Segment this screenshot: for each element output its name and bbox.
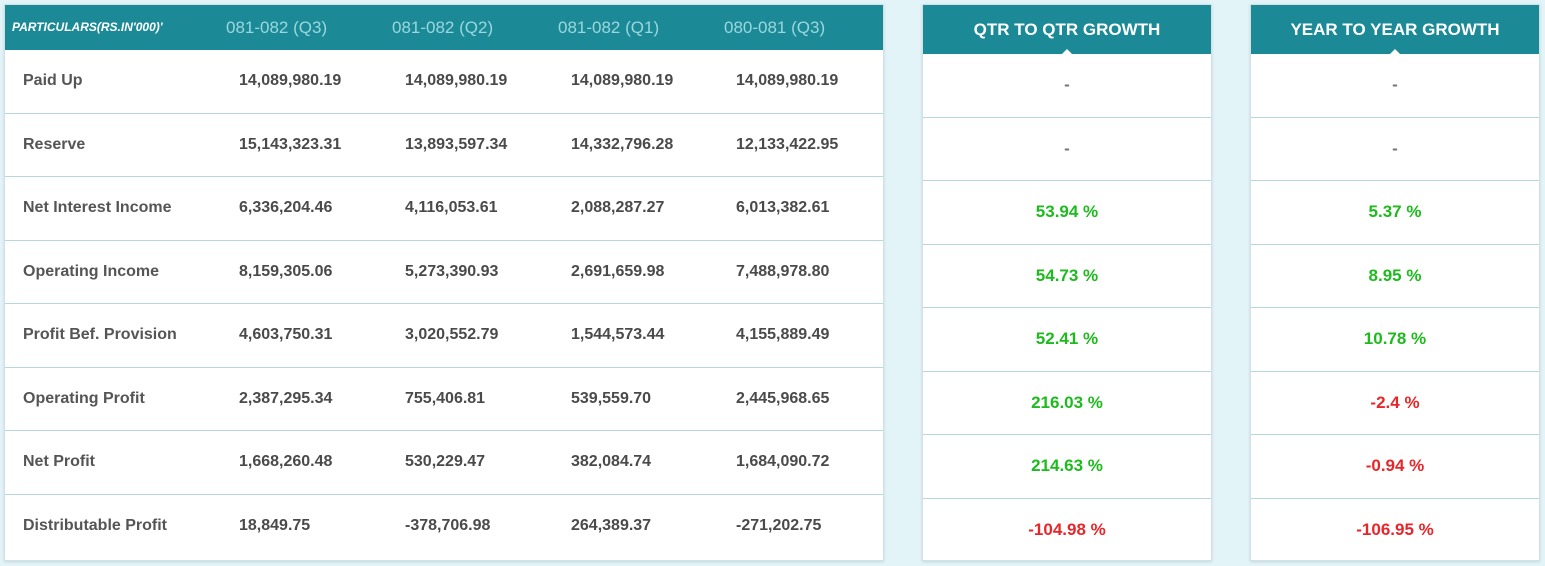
row-value: -378,706.98 xyxy=(405,516,491,534)
qtr-growth-row: 52.41 % xyxy=(923,308,1211,372)
yoy-growth-row: 8.95 % xyxy=(1251,245,1539,308)
qtr-growth-row: 54.73 % xyxy=(923,245,1211,308)
yoy-growth-value: 10.78 % xyxy=(1363,329,1427,348)
period-header: 081-082 (Q3) xyxy=(226,18,328,37)
row-label: Profit Bef. Provision xyxy=(23,326,177,343)
row-value: 2,387,295.34 xyxy=(239,389,333,407)
qtr-growth-value: 53.94 % xyxy=(1035,202,1099,221)
yoy-growth-value: -106.95 % xyxy=(1356,519,1434,539)
row-label: Reserve xyxy=(23,135,86,153)
yoy-growth-value: -0.94 % xyxy=(1365,456,1425,475)
yoy-growth-value: - xyxy=(1392,75,1398,94)
qtr-growth-row: - xyxy=(923,118,1211,181)
row-value: 14,089,980.19 xyxy=(405,72,508,89)
row-label: Net Interest Income xyxy=(23,199,172,216)
row-value: 1,668,260.48 xyxy=(239,453,333,470)
period-header: 080-081 (Q3) xyxy=(724,18,826,37)
row-value: 3,020,552.79 xyxy=(405,326,499,343)
period-header: 081-082 (Q2) xyxy=(392,18,494,37)
qtr-growth-table: QTR TO QTR GROWTH - - 53.94 % 54.73 % 52.41 … xyxy=(922,4,1212,561)
row-value: 2,088,287.27 xyxy=(571,199,665,216)
row-label: Operating Income xyxy=(23,262,160,280)
table-row: Net Profit 1,668,260.48 530,229.47 382,084.… xyxy=(5,431,883,495)
qtr-growth-value: 216.03 % xyxy=(1031,392,1103,412)
row-value: 14,089,980.19 xyxy=(736,72,839,89)
yoy-growth-row: -0.94 % xyxy=(1251,435,1539,499)
yoy-growth-row: 5.37 % xyxy=(1251,181,1539,245)
table-row: Distributable Profit 18,849.75 -378,706.98… xyxy=(5,495,883,559)
yoy-growth-row: -106.95 % xyxy=(1251,499,1539,561)
qtr-growth-row: - xyxy=(923,54,1211,118)
yoy-growth-value: 5.37 % xyxy=(1368,202,1422,221)
row-value: -271,202.75 xyxy=(736,516,822,534)
yoy-growth-value: -2.4 % xyxy=(1370,392,1420,412)
yoy-growth-row: - xyxy=(1251,54,1539,118)
table-row: Operating Profit 2,387,295.34 755,406.81 53… xyxy=(5,368,883,431)
row-label: Operating Profit xyxy=(23,389,145,407)
row-value: 4,116,053.61 xyxy=(405,199,498,216)
row-value: 755,406.81 xyxy=(405,389,486,407)
header-pointer-icon xyxy=(1389,49,1401,55)
yoy-growth-title: YEAR TO YEAR GROWTH xyxy=(1290,20,1500,39)
row-value: 1,684,090.72 xyxy=(736,453,830,470)
row-value: 5,273,390.93 xyxy=(405,262,499,280)
table-row: Reserve 15,143,323.31 13,893,597.34 14,332,… xyxy=(5,114,883,177)
qtr-growth-row: 216.03 % xyxy=(923,372,1211,435)
qtr-growth-row: 53.94 % xyxy=(923,181,1211,245)
qtr-growth-value: 52.41 % xyxy=(1035,329,1099,348)
qtr-growth-header: QTR TO QTR GROWTH xyxy=(923,5,1211,55)
row-value: 530,229.47 xyxy=(405,453,486,470)
row-label: Net Profit xyxy=(23,453,95,470)
yoy-growth-row: 10.78 % xyxy=(1251,308,1539,372)
yoy-growth-row: -2.4 % xyxy=(1251,372,1539,435)
table-row: Profit Bef. Provision 4,603,750.31 3,020,5… xyxy=(5,304,883,368)
qtr-growth-value: 214.63 % xyxy=(1031,456,1103,475)
row-value: 2,691,659.98 xyxy=(571,262,665,280)
row-value: 8,159,305.06 xyxy=(239,262,333,280)
qtr-growth-row: 214.63 % xyxy=(923,435,1211,499)
row-value: 539,559.70 xyxy=(571,389,652,407)
row-value: 7,488,978.80 xyxy=(736,262,830,280)
header-pointer-icon xyxy=(1061,49,1073,55)
row-value: 13,893,597.34 xyxy=(405,135,508,153)
row-value: 14,089,980.19 xyxy=(239,72,342,89)
table-header: PARTICULARS(RS.IN'000)' 081-082 (Q3) 081… xyxy=(5,5,883,50)
row-value: 14,332,796.28 xyxy=(571,135,674,153)
yoy-growth-value: 8.95 % xyxy=(1368,265,1422,285)
period-header: 081-082 (Q1) xyxy=(558,18,660,37)
yoy-growth-value: - xyxy=(1392,138,1398,158)
row-value: 14,089,980.19 xyxy=(571,72,674,89)
row-label: Paid Up xyxy=(23,72,83,89)
row-value: 6,013,382.61 xyxy=(736,199,830,216)
financials-table: PARTICULARS(RS.IN'000)' 081-082 (Q3) 081… xyxy=(4,4,884,561)
qtr-growth-value: -104.98 % xyxy=(1028,519,1106,539)
qtr-growth-title: QTR TO QTR GROWTH xyxy=(973,20,1161,39)
row-value: 2,445,968.65 xyxy=(736,389,830,407)
qtr-growth-row: -104.98 % xyxy=(923,499,1211,561)
yoy-growth-header: YEAR TO YEAR GROWTH xyxy=(1251,5,1539,55)
table-row: Operating Income 8,159,305.06 5,273,390.93… xyxy=(5,241,883,304)
yoy-growth-row: - xyxy=(1251,118,1539,181)
row-value: 12,133,422.95 xyxy=(736,135,839,153)
row-label: Distributable Profit xyxy=(23,516,168,534)
qtr-growth-value: - xyxy=(1064,75,1070,94)
row-value: 4,155,889.49 xyxy=(736,326,830,343)
qtr-growth-value: 54.73 % xyxy=(1035,265,1099,285)
row-value: 15,143,323.31 xyxy=(239,135,342,153)
row-value: 382,084.74 xyxy=(571,453,652,470)
row-value: 264,389.37 xyxy=(571,516,652,534)
particulars-header: PARTICULARS(RS.IN'000)' xyxy=(12,20,163,34)
row-value: 4,603,750.31 xyxy=(239,326,333,343)
row-value: 6,336,204.46 xyxy=(239,199,333,216)
row-value: 1,544,573.44 xyxy=(571,326,665,343)
yoy-growth-table: YEAR TO YEAR GROWTH - - 5.37 % 8.95 % 10.78 … xyxy=(1250,4,1540,561)
table-row: Net Interest Income 6,336,204.46 4,116,053… xyxy=(5,177,883,241)
row-value: 18,849.75 xyxy=(239,516,311,534)
table-row: Paid Up 14,089,980.19 14,089,980.19 14,089,… xyxy=(5,50,883,114)
qtr-growth-value: - xyxy=(1064,138,1070,158)
